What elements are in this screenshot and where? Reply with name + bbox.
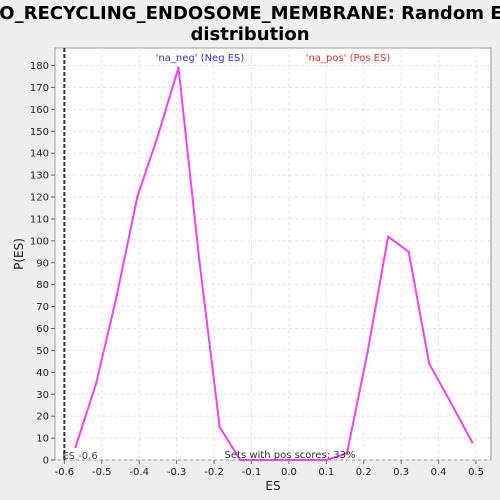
x-tick-label: -0.5 — [92, 467, 112, 478]
y-axis-label: P(ES) — [12, 238, 26, 270]
y-tick-label: 50 — [36, 346, 49, 357]
y-tick-label: 160 — [30, 105, 49, 116]
data-point — [325, 458, 328, 462]
data-point — [287, 458, 291, 462]
data-point — [197, 257, 201, 260]
pos-es-label: 'na_pos' (Pos ES) — [306, 53, 391, 64]
y-tick-label: 70 — [36, 302, 49, 313]
series-group — [74, 66, 474, 462]
data-point — [345, 452, 349, 455]
data-point — [471, 441, 474, 444]
x-tick-label: -0.6 — [55, 467, 75, 478]
x-tick-label: 0.2 — [356, 467, 372, 478]
data-point — [218, 425, 221, 429]
y-tick-label: 0 — [43, 456, 49, 467]
x-tick-label: -0.1 — [242, 467, 262, 478]
x-tick-label: -0.4 — [129, 467, 149, 478]
data-point — [94, 382, 98, 385]
y-tick-label: 180 — [30, 61, 49, 72]
y-tick-label: 170 — [30, 83, 49, 94]
y-tick-label: 10 — [36, 434, 49, 445]
y-tick-label: 40 — [36, 368, 49, 379]
data-point — [428, 362, 431, 365]
series-line — [74, 66, 474, 461]
y-tick-label: 140 — [30, 149, 49, 160]
y-tick-label: 60 — [36, 324, 49, 335]
neg-es-label: 'na_neg' (Neg ES) — [156, 53, 245, 64]
chart-title-line2: distribution — [190, 24, 309, 45]
data-point — [239, 458, 242, 462]
y-tick-label: 110 — [30, 214, 49, 225]
es-threshold-group: ES -0.6 — [62, 48, 98, 462]
y-tick-label: 90 — [36, 258, 49, 269]
x-tick-label: 0.4 — [431, 467, 447, 478]
sets-pos-scores-label: Sets with pos scores: 33% — [225, 450, 356, 461]
plot-area — [54, 47, 492, 461]
x-tick-label: 0.1 — [318, 467, 334, 478]
data-point — [448, 399, 452, 403]
data-point — [366, 351, 369, 354]
data-point — [115, 294, 118, 297]
data-point — [386, 235, 390, 238]
y-tick-label: 130 — [30, 171, 49, 182]
x-tick-label: -0.2 — [204, 467, 224, 478]
data-point — [74, 445, 77, 449]
x-tick-label: 0.0 — [281, 467, 297, 478]
x-axis-label: ES — [265, 479, 280, 493]
y-tick-label: 20 — [36, 412, 49, 423]
data-point — [407, 250, 410, 254]
axes: 0 10 20 30 40 50 60 70 80 90 100 110 120 130 140 150 160… — [30, 61, 484, 478]
data-point — [306, 458, 309, 462]
x-tick-label: -0.3 — [167, 467, 187, 478]
data-point — [156, 134, 160, 137]
x-tick-label: 0.3 — [393, 467, 409, 478]
y-tick-label: 30 — [36, 390, 49, 401]
x-tick-label: 0.5 — [468, 467, 484, 478]
y-tick-label: 100 — [30, 236, 49, 247]
y-tick-label: 120 — [30, 193, 49, 204]
es-threshold-label: ES -0.6 — [62, 451, 97, 462]
data-point — [259, 458, 263, 462]
data-point — [136, 195, 139, 199]
chart-title-line1: GO_RECYCLING_ENDOSOME_MEMBRANE: Random E… — [0, 3, 500, 24]
data-point — [177, 66, 180, 69]
grid-lines — [55, 48, 491, 461]
y-tick-label: 150 — [30, 127, 49, 138]
y-tick-label: 80 — [36, 280, 49, 291]
